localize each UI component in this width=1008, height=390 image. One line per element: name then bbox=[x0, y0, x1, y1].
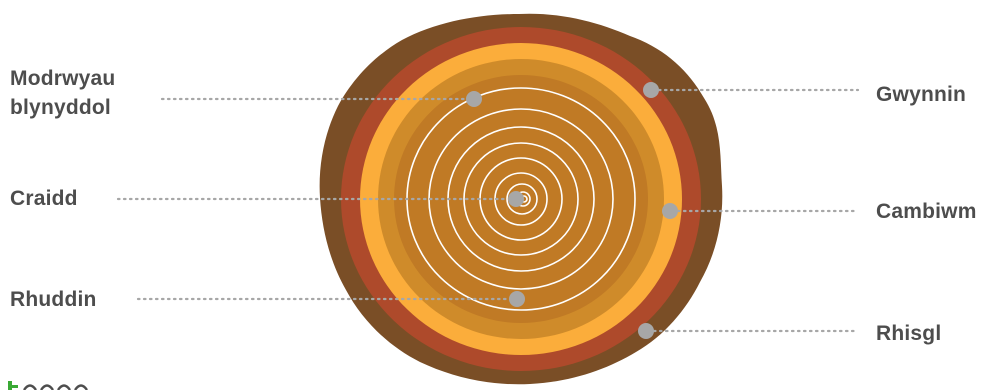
label-growth-rings: Modrwyau blynyddol bbox=[10, 64, 115, 122]
brand-logo-arc bbox=[23, 384, 37, 390]
marker-heartwood bbox=[509, 291, 525, 307]
brand-logo-arc bbox=[57, 384, 71, 390]
brand-logo-green-bar bbox=[12, 385, 18, 388]
label-cambium: Cambiwm bbox=[876, 200, 977, 223]
label-sapwood: Gwynnin bbox=[876, 83, 967, 106]
marker-growth-rings bbox=[466, 91, 482, 107]
marker-bark bbox=[638, 323, 654, 339]
label-growth-rings-line2: blynyddol bbox=[10, 96, 111, 119]
growth-ring bbox=[463, 142, 579, 256]
marker-pith bbox=[508, 191, 524, 207]
marker-dots bbox=[466, 82, 678, 339]
label-bark: Rhisgl bbox=[876, 322, 942, 345]
growth-ring bbox=[506, 183, 538, 215]
label-heartwood: Rhuddin bbox=[10, 288, 97, 311]
brand-logo-green-bar bbox=[8, 381, 12, 390]
marker-sapwood bbox=[643, 82, 659, 98]
brand-logo-arc bbox=[74, 384, 88, 390]
label-growth-rings-line1: Modrwyau bbox=[10, 67, 116, 90]
label-pith: Craidd bbox=[10, 187, 78, 210]
brand-logo-arc bbox=[40, 384, 54, 390]
marker-cambium bbox=[662, 203, 678, 219]
leader-lines bbox=[116, 88, 860, 333]
brand-logo-fragment bbox=[8, 381, 88, 390]
